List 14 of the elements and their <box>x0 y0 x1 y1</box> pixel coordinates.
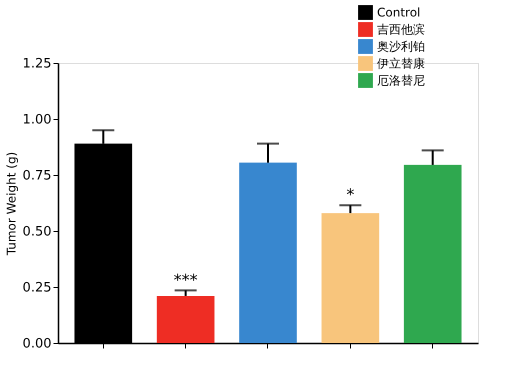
legend-label: Control <box>377 6 420 20</box>
data-label: * <box>346 185 354 204</box>
y-tick-label: 0.25 <box>22 280 52 296</box>
y-axis-title: Tumor Weight (g) <box>4 152 19 256</box>
y-tick-label: 1.00 <box>22 112 52 128</box>
legend-label: 奥沙利铂 <box>377 40 425 54</box>
legend-label: 伊立替康 <box>377 56 425 70</box>
y-tick-label: 1.25 <box>22 56 52 72</box>
y-tick-label: 0.75 <box>22 168 52 184</box>
data-label: *** <box>174 270 198 290</box>
legend-label: 吉西他滨 <box>377 22 425 36</box>
y-tick-label: 0.50 <box>22 224 52 240</box>
legend-label: 厄洛替尼 <box>377 74 425 88</box>
y-tick-label: 0.00 <box>22 336 52 352</box>
